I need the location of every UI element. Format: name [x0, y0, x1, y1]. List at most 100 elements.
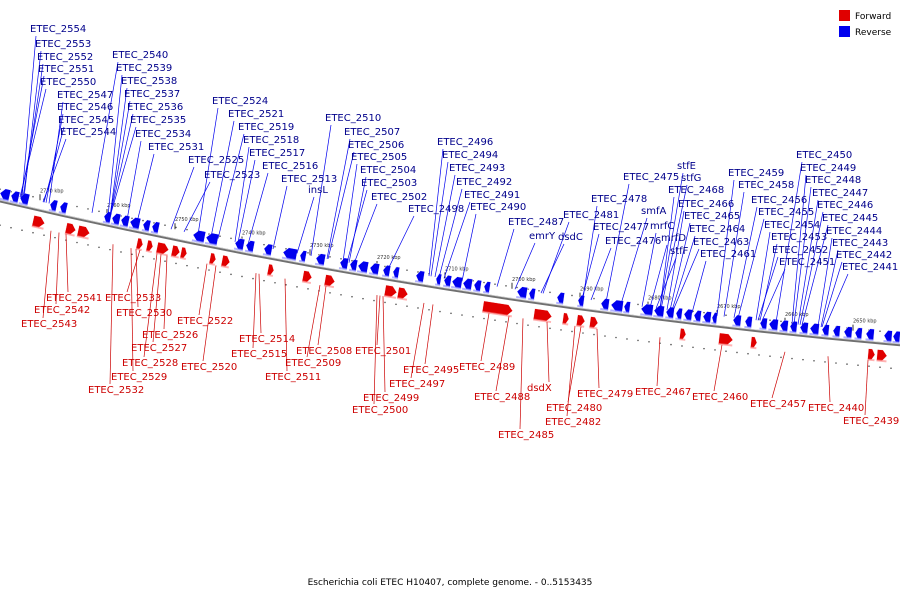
grid-dot: [582, 332, 584, 334]
forward-gene-label: ETEC_2495: [403, 365, 459, 376]
grid-dot: [670, 343, 672, 346]
reverse-leader-line: [197, 107, 219, 235]
reverse-leader-line: [461, 213, 477, 282]
reverse-gene-arrow-shadow: [623, 311, 630, 314]
forward-gene-label: dsdX: [527, 383, 552, 394]
reverse-gene-label: ETEC_2503: [361, 178, 417, 189]
reverse-leader-line: [755, 231, 771, 321]
grid-dot: [725, 314, 727, 317]
reverse-gene-arrow-shadow: [732, 324, 741, 328]
grid-dot: [538, 289, 540, 292]
forward-gene-arrow-shadow: [718, 342, 733, 347]
grid-dot: [549, 327, 551, 330]
grid-dot: [109, 248, 111, 251]
scale-tick-label: 2700 kbp: [512, 277, 536, 283]
reverse-leader-line: [799, 211, 824, 325]
forward-leader-line: [567, 326, 582, 403]
grid-dot: [274, 281, 276, 284]
forward-gene-label: ETEC_2530: [116, 308, 172, 319]
reverse-gene-arrow-shadow: [883, 340, 892, 343]
grid-dot: [780, 320, 782, 323]
forward-leader-line: [495, 316, 510, 392]
reverse-gene-label: ETEC_2531: [148, 142, 204, 153]
reverse-leader-line: [210, 120, 235, 238]
grid-dot: [483, 317, 485, 320]
forward-leader-line: [163, 255, 168, 330]
reverse-gene-label: ETEC_2456: [751, 195, 807, 206]
reverse-gene-label: ETEC_2476: [605, 236, 661, 247]
forward-gene-label: ETEC_2489: [459, 362, 515, 373]
reverse-gene-label: ETEC_2536: [127, 102, 183, 113]
grid-dot: [32, 195, 34, 198]
forward-gene-label: ETEC_2514: [239, 334, 295, 345]
reverse-gene-label: stfF: [670, 246, 689, 257]
reverse-leader-line: [659, 196, 675, 310]
grid-dot: [164, 260, 166, 262]
scale-tick-label: 2770 kbp: [40, 188, 64, 194]
forward-leader-line: [382, 296, 386, 393]
reverse-gene-label: ETEC_2553: [35, 39, 91, 50]
reverse-gene-label: ETEC_2444: [826, 226, 882, 237]
reverse-gene-arrow-shadow: [9, 200, 18, 204]
reverse-leader-line: [443, 201, 471, 279]
forward-gene-arrow-shadow: [179, 256, 186, 260]
grid-dot: [681, 345, 683, 347]
reverse-gene-arrow-shadow: [368, 272, 379, 276]
forward-leader-line: [519, 318, 524, 430]
reverse-leader-line: [21, 35, 37, 198]
forward-leader-line: [258, 273, 262, 334]
grid-dot: [153, 222, 155, 224]
forward-leader-line: [202, 265, 217, 362]
grid-dot: [362, 297, 364, 300]
forward-gene-label: ETEC_2488: [474, 392, 530, 403]
reverse-gene-arrow: [832, 325, 841, 338]
grid-dot: [76, 205, 78, 208]
grid-dot: [857, 364, 859, 366]
reverse-gene-label: ETEC_2464: [689, 224, 745, 235]
forward-gene-arrow-shadow: [383, 294, 397, 299]
reverse-gene-arrow-shadow: [768, 328, 778, 332]
grid-dot: [461, 314, 463, 316]
reverse-gene-arrow-shadow: [58, 211, 66, 215]
grid-dot: [571, 330, 573, 333]
grid-dot: [131, 217, 133, 220]
reverse-leader-line: [669, 222, 691, 311]
reverse-gene-arrow-shadow: [314, 262, 325, 267]
forward-leader-line: [143, 253, 158, 358]
reverse-gene-label: insL: [308, 185, 328, 196]
forward-gene-arrow: [481, 300, 513, 316]
forward-gene-arrow: [383, 284, 398, 298]
reverse-gene-arrow-shadow: [150, 230, 158, 235]
genome-backbone: [0, 199, 900, 347]
reverse-gene-arrow-shadow: [0, 197, 9, 202]
reverse-gene-arrow-shadow: [119, 224, 128, 228]
forward-leader-line: [126, 249, 141, 293]
reverse-gene-label: ETEC_2461: [700, 249, 756, 260]
forward-gene-label: ETEC_2500: [352, 405, 408, 416]
reverse-leader-line: [45, 113, 64, 203]
forward-gene-arrow-shadow: [301, 280, 312, 284]
forward-gene-arrow-shadow: [533, 318, 552, 324]
forward-leader-line: [373, 295, 378, 405]
grid-dot: [340, 293, 342, 296]
forward-gene-label: ETEC_2520: [181, 362, 237, 373]
grid-dot: [494, 283, 496, 285]
reverse-gene-label: ETEC_2545: [58, 115, 114, 126]
forward-gene-arrow-shadow: [145, 249, 152, 254]
reverse-gene-arrow: [111, 213, 122, 226]
forward-gene-arrow: [679, 328, 687, 340]
reverse-gene-arrow: [205, 232, 220, 246]
forward-gene-label: ETEC_2479: [577, 389, 633, 400]
forward-gene-arrow-shadow: [482, 310, 512, 318]
forward-leader-line: [864, 360, 869, 416]
reverse-leader-line: [659, 172, 684, 310]
reverse-gene-arrow: [282, 247, 299, 261]
reverse-gene-label: stfE: [677, 161, 696, 172]
forward-leader-line: [55, 232, 60, 305]
reverse-gene-arrow: [473, 279, 482, 292]
grid-dot: [769, 319, 771, 321]
reverse-leader-line: [327, 151, 355, 260]
forward-gene-arrow: [532, 308, 553, 322]
reverse-leader-line: [590, 247, 612, 301]
